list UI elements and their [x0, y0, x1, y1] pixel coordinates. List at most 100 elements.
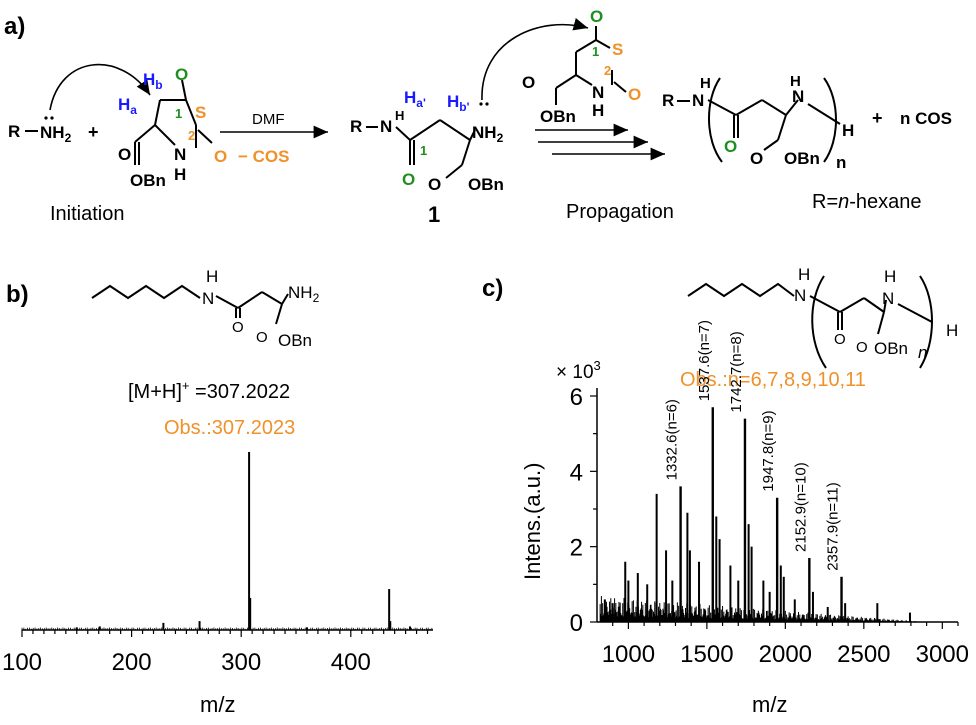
c-carbonyl-o: O: [834, 331, 846, 348]
p-nh: N: [792, 87, 804, 106]
h-b-prime: Hb': [447, 92, 470, 114]
panel-b-structure: N H O NH2 O OBn: [91, 267, 320, 350]
c-x-tick-label: 3000: [916, 641, 969, 668]
b-obn: OBn: [278, 331, 312, 350]
cpd-nh2: NH2: [472, 123, 504, 145]
ring-carbon-2: 2: [188, 128, 195, 143]
polymer-product-structure: R N H O N H O OBn n H + n COS: [662, 73, 952, 172]
p-carbonyl-o: O: [724, 137, 737, 156]
c-peak-label: 1332.6(n=6): [664, 399, 681, 480]
c-peak-label: 1742.7(n=8): [728, 331, 745, 412]
m2-carbon-2: 2: [604, 63, 611, 78]
byproduct-cos: − COS: [238, 147, 290, 166]
c-x-tick-label: 1000: [602, 641, 655, 668]
c-peak-label: 2357.9(n=11): [825, 482, 842, 571]
b-n: N: [202, 289, 214, 308]
b-x-tick-label: 300: [221, 649, 261, 676]
b-observed-mass: Obs.:307.2023: [164, 417, 295, 439]
p-r: R: [662, 91, 674, 110]
panel-b: b) N H O NH2 O OBn [M+H]+ =307.2022 Obs.…: [2, 267, 433, 717]
spectrum-b: 100 200 300 400: [2, 452, 433, 676]
c-n: N: [794, 286, 806, 305]
carbonyl-o-green: O: [175, 65, 188, 84]
ring-sulfur: S: [195, 103, 206, 122]
p-obn: OBn: [784, 149, 820, 168]
m2-carbon-1: 1: [592, 44, 599, 59]
ester-o: O: [118, 145, 131, 164]
m2-ester-o: O: [522, 73, 535, 92]
b-ester-o: O: [256, 329, 268, 346]
panel-a: a) R NH2 + Hb Ha O 1 S 2 O N: [4, 7, 952, 227]
c-nh: N: [882, 289, 894, 308]
p-n: N: [692, 91, 704, 110]
monomer-structure-1: Hb Ha O 1 S 2 O N H O OBn: [118, 65, 227, 190]
c-x-tick-label: 2000: [759, 641, 812, 668]
c-y-tick-label: 2: [570, 535, 583, 562]
compound-number-1: 1: [428, 202, 440, 227]
b-nh2: NH2: [288, 283, 320, 305]
cpd-n: N: [380, 117, 392, 136]
c-obn: OBn: [874, 339, 908, 358]
b-x-tick-label: 200: [112, 649, 152, 676]
panel-c-label: c): [482, 275, 503, 302]
spectrum-c: 1332.6(n=6) 1537.6(n=7) 1742.7(n=8) 1947.8(…: [570, 320, 969, 668]
panel-c-structure: N H O N H O OBn n H: [687, 265, 958, 369]
c-observed-n: Obs.:n=6,7,8,9,10,11: [680, 369, 866, 391]
c-peak-label: 2152.9(n=10): [792, 462, 809, 552]
c-scale-factor: × 103: [556, 358, 601, 383]
initiation-label: Initiation: [50, 203, 125, 225]
cos-byproduct: n COS: [900, 109, 952, 128]
c-peak-label: 1537.6(n=7): [696, 320, 713, 401]
c-y-axis-label: Intens.(a.u.): [520, 463, 545, 580]
c-end-h: H: [946, 321, 958, 340]
ring-nh-h: H: [174, 165, 186, 184]
b-nh-h: H: [206, 267, 218, 286]
m2-ring-o: O: [628, 85, 641, 104]
ring-carbon-1: 1: [175, 106, 182, 121]
b-x-axis-label: m/z: [200, 692, 235, 717]
p-ester-o: O: [750, 149, 763, 168]
m2-carbonyl-o: O: [590, 7, 603, 26]
c-y-tick-label: 0: [570, 610, 583, 637]
cpd-carbonyl-o: O: [402, 170, 415, 189]
b-carbonyl-o: O: [232, 319, 244, 336]
ester-obn: OBn: [130, 171, 166, 190]
m2-nh-h: H: [592, 101, 604, 120]
plus-sign-1: +: [88, 122, 99, 142]
ring-oxygen: O: [214, 147, 227, 166]
p-bracket-left: [708, 77, 723, 163]
h-a-label: Ha: [118, 95, 137, 117]
c-peak-label: 1947.8(n=9): [760, 410, 777, 491]
c-x-tick-label: 1500: [680, 641, 733, 668]
c-nh-h: H: [798, 265, 810, 284]
m2-obn: OBn: [540, 107, 576, 126]
cpd-carbon-1: 1: [420, 143, 427, 158]
b-x-tick-label: 100: [2, 649, 42, 676]
b-calculated-mass: [M+H]+ =307.2022: [128, 378, 290, 403]
panel-a-label: a): [4, 13, 25, 40]
intermediate-compound-1: R N H O 1 Ha' Hb' NH2 O OBn 1: [350, 88, 504, 227]
panel-b-label: b): [6, 281, 29, 308]
monomer-structure-2: O 1 S 2 O N H O OBn: [522, 7, 641, 126]
cpd-nh-h: H: [395, 108, 404, 123]
p-nh-h: H: [700, 75, 711, 92]
plus-sign-2: +: [872, 108, 883, 128]
amine-nh2: NH2: [40, 123, 72, 145]
c-x-tick-label: 2500: [837, 641, 890, 668]
propagation-label: Propagation: [566, 201, 674, 223]
c-ester-o: O: [856, 339, 868, 356]
cpd-obn: OBn: [468, 175, 504, 194]
p-nh-h2: H: [790, 73, 801, 90]
m2-n: N: [592, 83, 604, 102]
m2-sulfur: S: [612, 40, 623, 59]
c-y-tick-label: 6: [570, 384, 583, 411]
amine-r: R: [8, 122, 20, 141]
p-bracket-right: [823, 77, 837, 163]
nucleophilic-attack-arrow: [49, 63, 151, 111]
p-repeat-n: n: [836, 153, 846, 172]
c-repeat-n: n: [918, 343, 927, 362]
cpd-r: R: [350, 117, 362, 136]
ring-nitrogen: N: [174, 145, 186, 164]
r-definition: R=n-hexane: [812, 191, 922, 213]
